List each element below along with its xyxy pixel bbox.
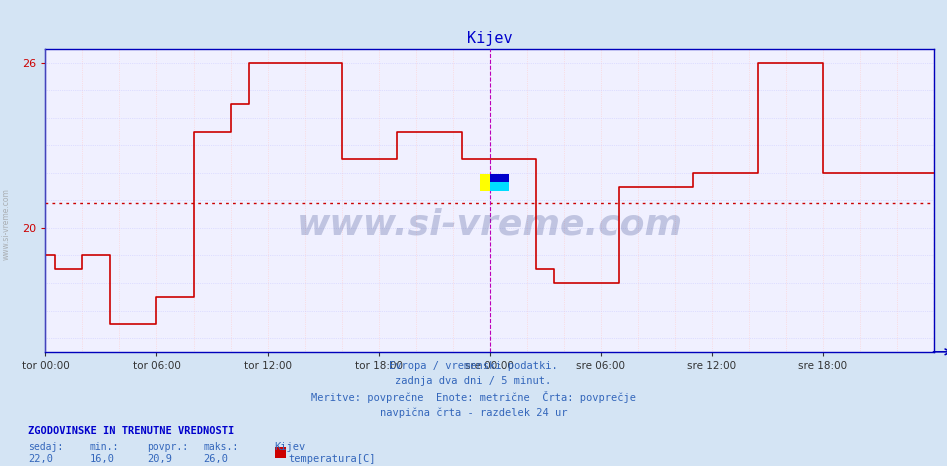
Text: maks.:: maks.: bbox=[204, 442, 239, 452]
Text: sedaj:: sedaj: bbox=[28, 442, 63, 452]
Text: povpr.:: povpr.: bbox=[147, 442, 188, 452]
Text: ZGODOVINSKE IN TRENUTNE VREDNOSTI: ZGODOVINSKE IN TRENUTNE VREDNOSTI bbox=[28, 426, 235, 436]
Text: 20,9: 20,9 bbox=[147, 454, 171, 464]
Text: temperatura[C]: temperatura[C] bbox=[289, 454, 376, 464]
Text: www.si-vreme.com: www.si-vreme.com bbox=[1, 188, 10, 260]
Text: www.si-vreme.com: www.si-vreme.com bbox=[296, 208, 683, 241]
Title: Kijev: Kijev bbox=[467, 31, 512, 47]
Text: min.:: min.: bbox=[90, 442, 119, 452]
Text: 16,0: 16,0 bbox=[90, 454, 115, 464]
Text: Evropa / vremenski podatki.
zadnja dva dni / 5 minut.
Meritve: povprečne  Enote:: Evropa / vremenski podatki. zadnja dva d… bbox=[311, 361, 636, 418]
Text: 26,0: 26,0 bbox=[204, 454, 228, 464]
Text: 22,0: 22,0 bbox=[28, 454, 53, 464]
Text: Kijev: Kijev bbox=[275, 442, 306, 452]
